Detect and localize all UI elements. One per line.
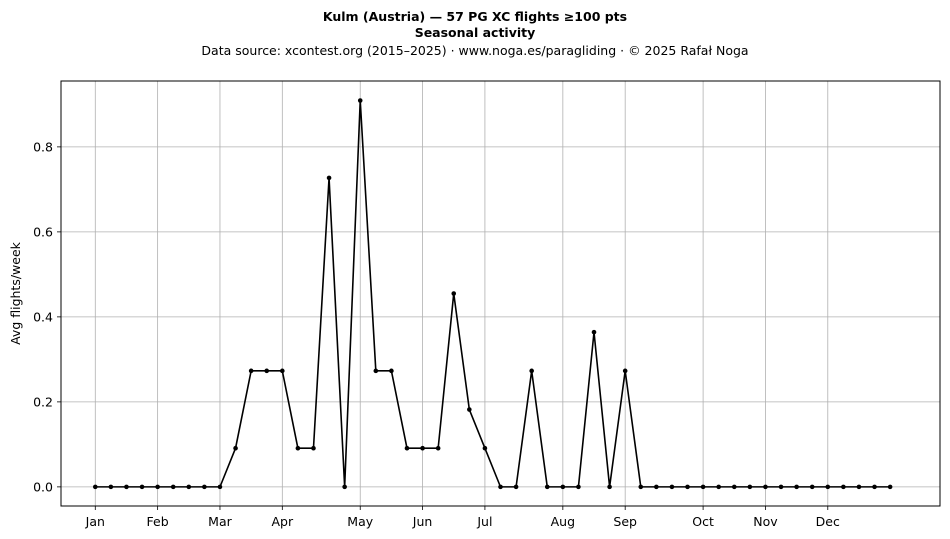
data-point — [482, 445, 488, 451]
x-tick-label: Apr — [271, 514, 293, 529]
data-point — [248, 368, 254, 374]
data-point — [326, 175, 332, 181]
data-point — [108, 484, 114, 490]
y-axis-label: Avg flights/week — [8, 241, 23, 345]
x-tick-label: Feb — [147, 514, 169, 529]
data-point — [498, 484, 503, 490]
data-point — [778, 484, 784, 490]
data-point — [825, 484, 831, 490]
x-tick-label: Jul — [476, 514, 492, 529]
chart-subtitle: Seasonal activity — [414, 25, 536, 40]
data-point — [544, 484, 550, 490]
data-point — [654, 484, 659, 490]
axis-ticks: Jan Feb Mar Apr May Jun Jul Aug Sep Oct Nov Dec 0.0 0… — [33, 139, 840, 529]
data-point — [763, 484, 768, 490]
data-point — [92, 484, 98, 490]
data-point — [887, 484, 893, 490]
data-point — [700, 484, 706, 490]
data-point — [139, 484, 145, 490]
data-point — [809, 484, 815, 490]
plot-frame — [60, 80, 941, 507]
x-tick-label: Nov — [753, 514, 778, 529]
data-point — [170, 484, 176, 490]
x-tick-label: Jan — [85, 514, 105, 529]
chart-title: Kulm (Austria) — 57 PG XC flights ≥100 p… — [322, 9, 628, 24]
data-point — [311, 445, 316, 451]
data-point — [389, 368, 394, 374]
data-point — [560, 484, 566, 490]
y-tick-label: 0.6 — [33, 224, 53, 239]
data-point — [373, 368, 379, 374]
x-tick-label: Oct — [692, 514, 714, 529]
data-point — [622, 368, 628, 374]
data-point — [856, 484, 862, 490]
x-tick-label: Mar — [208, 514, 232, 529]
data-point — [233, 445, 238, 451]
data-point — [529, 368, 534, 374]
y-tick-label: 0.8 — [33, 139, 53, 154]
data-point — [451, 291, 457, 296]
y-tick-label: 0.0 — [33, 479, 53, 494]
data-point — [716, 484, 721, 490]
data-point — [280, 368, 285, 374]
data-point — [576, 484, 581, 490]
data-point — [638, 484, 644, 490]
x-tick-label: Aug — [551, 514, 575, 529]
chart-source-note: Data source: xcontest.org (2015–2025) · … — [201, 43, 749, 58]
data-point — [607, 484, 612, 490]
data-point — [794, 484, 799, 490]
data-point — [872, 484, 877, 490]
series-group — [92, 98, 893, 490]
data-point — [467, 407, 472, 412]
y-tick-label: 0.4 — [33, 309, 53, 324]
data-point — [747, 484, 753, 490]
data-point — [841, 484, 846, 490]
data-point — [591, 329, 597, 335]
data-point — [685, 484, 690, 490]
data-point — [404, 445, 410, 451]
x-tick-label: Jun — [412, 514, 433, 529]
data-point — [264, 368, 270, 374]
y-tick-label: 0.2 — [33, 394, 53, 409]
grid-lines — [61, 81, 940, 506]
data-point — [342, 484, 347, 490]
data-point — [186, 484, 192, 490]
data-point — [155, 484, 160, 490]
data-point — [420, 445, 425, 451]
data-point — [202, 484, 207, 490]
data-point — [295, 445, 301, 451]
series-line — [95, 99, 891, 488]
x-tick-label: May — [347, 514, 373, 529]
data-point — [731, 484, 737, 490]
x-tick-label: Sep — [613, 514, 637, 529]
data-point — [513, 484, 519, 490]
data-point — [669, 484, 675, 490]
x-tick-label: Dec — [816, 514, 840, 529]
data-point — [357, 98, 363, 103]
data-point — [124, 484, 129, 490]
data-point — [217, 484, 223, 490]
data-point — [435, 445, 441, 451]
